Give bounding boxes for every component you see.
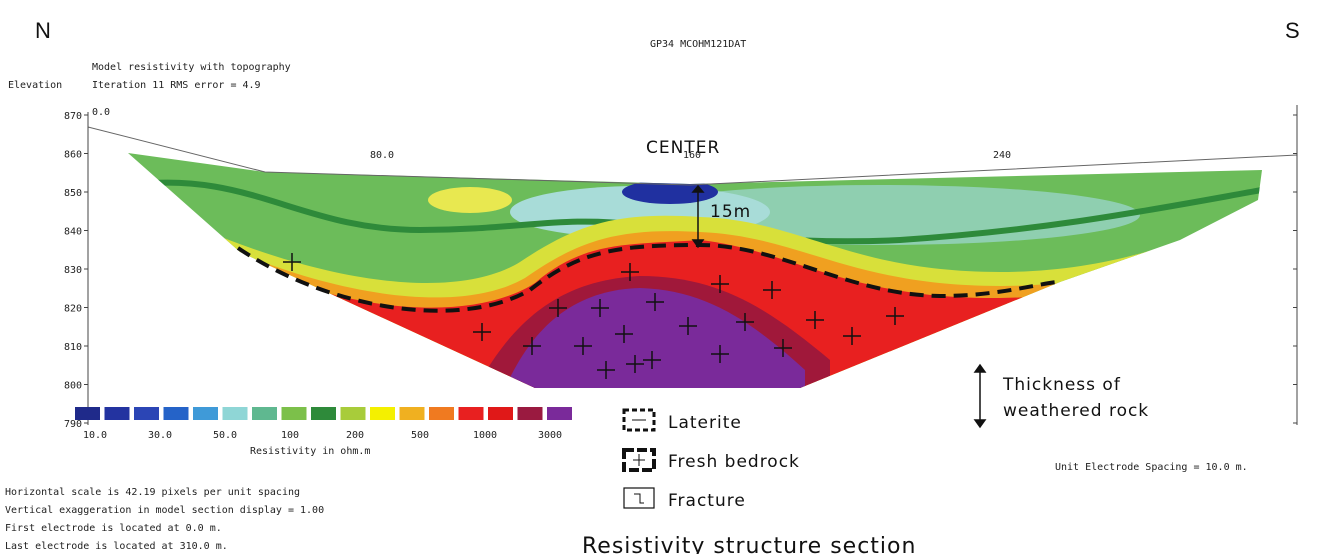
swatch: [163, 407, 189, 420]
plus-mark: [806, 311, 824, 329]
plus-mark: [711, 345, 729, 363]
plus-mark: [574, 337, 592, 355]
plus-mark: [615, 325, 633, 343]
note-line: Last electrode is located at 310.0 m.: [5, 541, 228, 552]
south: S: [1285, 18, 1300, 43]
plus-mark: [679, 317, 697, 335]
plus-mark: [597, 361, 615, 379]
center-label: CENTER: [646, 138, 720, 158]
plus-mark: [774, 339, 792, 357]
swatch: [281, 407, 307, 420]
x-tick-label: 240: [993, 150, 1011, 161]
thickness-label: Thickness of: [1002, 375, 1121, 395]
swatch: [222, 407, 248, 420]
color-scale-label: 100: [281, 430, 299, 441]
y-tick-label: 800: [64, 381, 82, 392]
plus-mark: [523, 337, 541, 355]
y-tick-label: 810: [64, 342, 82, 353]
x-tick-label: 160: [683, 150, 701, 161]
x-tick-label: 0.0: [92, 107, 110, 118]
iteration: Iteration 11 RMS error = 4.9: [92, 80, 261, 91]
plus-mark: [711, 275, 729, 293]
depth-label: 15m: [710, 202, 751, 222]
color-scale-label: 1000: [473, 430, 497, 441]
y-tick-label: 830: [64, 265, 82, 276]
legend-item: Fresh bedrock: [668, 452, 800, 472]
plus-mark: [283, 253, 301, 271]
swatch: [517, 407, 543, 420]
swatch: [75, 407, 100, 420]
swatch: [429, 407, 454, 420]
bedrock-marks: [283, 253, 904, 379]
plus-mark: [621, 263, 639, 281]
swatch: [458, 407, 484, 420]
note-line: Horizontal scale is 42.19 pixels per uni…: [5, 487, 300, 498]
color-scale-label: 500: [411, 430, 429, 441]
plus-mark: [473, 323, 491, 341]
y-tick-label: 870: [64, 111, 82, 122]
swatch: [399, 407, 425, 420]
y-tick-label: 840: [64, 227, 82, 238]
swatch: [370, 407, 395, 420]
swatch: [488, 407, 513, 420]
swatch: [311, 407, 336, 420]
swatch: [547, 407, 572, 420]
topography: [87, 126, 1298, 186]
swatch: [134, 407, 159, 420]
swatch: [193, 407, 218, 420]
swatch: [104, 407, 130, 420]
plus-mark: [643, 351, 661, 369]
bedrock-boundary: [236, 242, 1059, 313]
arrows: [691, 184, 987, 429]
y-tick-label: 790: [64, 419, 82, 430]
color-bar: [75, 407, 572, 420]
y-label: Elevation: [8, 80, 62, 91]
plus-mark: [626, 355, 644, 373]
model-title: Model resistivity with topography: [92, 62, 291, 73]
plus-mark: [736, 313, 754, 331]
plus-mark: [591, 299, 609, 317]
y-tick-label: 860: [64, 150, 82, 161]
plus-mark: [843, 327, 861, 345]
legend-item: Laterite: [668, 413, 742, 433]
y-tick-label: 850: [64, 188, 82, 199]
swatch: [340, 407, 366, 420]
plus-mark: [886, 307, 904, 325]
thickness-label: weathered rock: [1003, 401, 1149, 421]
note-line: First electrode is located at 0.0 m.: [5, 523, 222, 534]
legend-item: Fracture: [668, 491, 746, 511]
spacing-note: Unit Electrode Spacing = 10.0 m.: [1055, 462, 1248, 473]
north: N: [35, 18, 51, 43]
swatch: [252, 407, 277, 420]
color-scale-label: 10.0: [83, 430, 107, 441]
legend-icons: [622, 408, 656, 509]
file-name: GP34 MCOHM121DAT: [650, 39, 746, 50]
note-line: Vertical exaggeration in model section d…: [5, 505, 324, 516]
color-scale-title: Resistivity in ohm.m: [250, 446, 370, 457]
x-tick-label: 80.0: [370, 150, 394, 161]
color-scale-label: 30.0: [148, 430, 172, 441]
color-scale-label: 50.0: [213, 430, 237, 441]
plus-mark: [646, 293, 664, 311]
plus-mark: [763, 281, 781, 299]
color-scale-label: 200: [346, 430, 364, 441]
caption: Resistivity structure section: [582, 534, 916, 554]
y-tick-label: 820: [64, 304, 82, 315]
plus-mark: [549, 299, 567, 317]
color-scale-label: 3000: [538, 430, 562, 441]
